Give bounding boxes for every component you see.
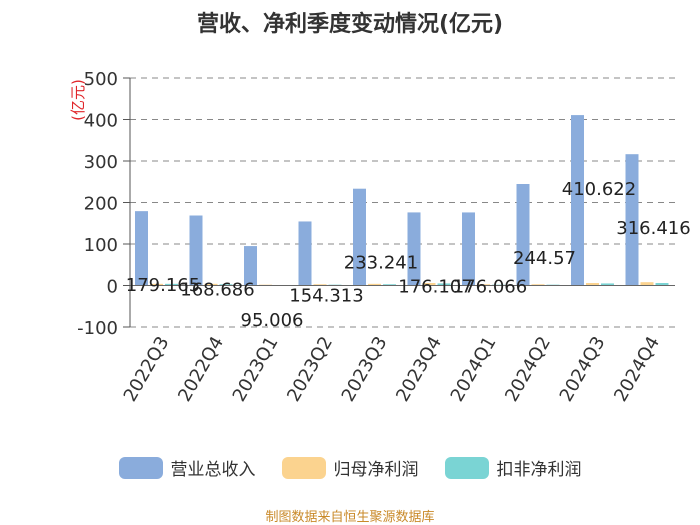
y-axis-label: (亿元) bbox=[69, 79, 87, 121]
y-tick-label: 200 bbox=[84, 194, 118, 215]
x-tick-label: 2022Q4 bbox=[174, 333, 228, 405]
bar[interactable] bbox=[313, 284, 327, 286]
data-label: 179.165 bbox=[126, 275, 200, 296]
legend-label-deducted-profit: 扣非净利润 bbox=[496, 460, 582, 480]
legend-item-deducted-profit[interactable]: 扣非净利润 bbox=[444, 455, 582, 480]
bar[interactable] bbox=[298, 221, 312, 286]
data-source-note: 制图数据来自恒生聚源数据库 bbox=[265, 510, 435, 525]
bar[interactable] bbox=[516, 184, 530, 286]
bar[interactable] bbox=[437, 283, 451, 286]
legend: 营业总收入 归母净利润 扣非净利润 bbox=[0, 455, 700, 480]
legend-label-net-profit: 归母净利润 bbox=[333, 460, 419, 480]
data-label: 168.686 bbox=[180, 279, 254, 300]
data-label: 316.416 bbox=[616, 218, 690, 239]
bar[interactable] bbox=[204, 283, 218, 286]
bar[interactable] bbox=[531, 284, 545, 286]
y-tick-label: 500 bbox=[84, 69, 118, 90]
x-tick-label: 2023Q3 bbox=[338, 333, 392, 405]
bar[interactable] bbox=[244, 246, 257, 286]
y-tick-label: 400 bbox=[84, 111, 118, 132]
bar[interactable] bbox=[219, 284, 233, 286]
bar[interactable] bbox=[625, 154, 639, 286]
x-tick-label: 2023Q2 bbox=[283, 333, 337, 405]
bar[interactable] bbox=[368, 283, 381, 286]
legend-swatch-net-profit bbox=[281, 456, 326, 479]
bars bbox=[135, 115, 669, 286]
y-tick-label: -100 bbox=[77, 318, 118, 339]
x-tick-label: 2024Q1 bbox=[447, 333, 501, 405]
bar[interactable] bbox=[383, 284, 396, 286]
x-tick-label: 2024Q4 bbox=[610, 333, 664, 405]
bar[interactable] bbox=[477, 284, 490, 286]
y-tick-label: 300 bbox=[84, 152, 118, 173]
bar[interactable] bbox=[189, 215, 203, 286]
x-tick-label: 2024Q2 bbox=[501, 333, 555, 405]
data-label: 154.313 bbox=[289, 285, 363, 306]
chart-title: 营收、净利季度变动情况(亿元) bbox=[196, 12, 504, 37]
x-tick-label: 2024Q3 bbox=[556, 333, 610, 405]
bar[interactable] bbox=[135, 211, 148, 286]
data-label: 233.241 bbox=[344, 253, 418, 274]
legend-item-revenue[interactable]: 营业总收入 bbox=[118, 455, 256, 480]
x-tick-label: 2022Q3 bbox=[120, 333, 174, 405]
bar[interactable] bbox=[353, 188, 366, 286]
bar[interactable] bbox=[601, 283, 614, 286]
data-label: 95.006 bbox=[241, 310, 304, 331]
bar[interactable] bbox=[571, 115, 584, 286]
bar[interactable] bbox=[150, 283, 163, 286]
legend-item-net-profit[interactable]: 归母净利润 bbox=[281, 455, 419, 480]
data-label: 410.622 bbox=[562, 179, 636, 200]
data-label: 244.57 bbox=[513, 248, 576, 269]
data-label: 176.107 bbox=[398, 276, 472, 297]
legend-swatch-revenue bbox=[118, 456, 163, 479]
bar[interactable] bbox=[462, 212, 475, 286]
bar[interactable] bbox=[655, 283, 669, 286]
x-tick-label: 2023Q4 bbox=[392, 333, 446, 405]
bar[interactable] bbox=[407, 212, 421, 286]
x-tick-label: 2023Q1 bbox=[229, 333, 283, 405]
bar[interactable] bbox=[422, 283, 436, 286]
legend-label-revenue: 营业总收入 bbox=[170, 460, 256, 480]
y-tick-label: 100 bbox=[84, 235, 118, 256]
legend-swatch-deducted-profit bbox=[444, 456, 489, 479]
bar[interactable] bbox=[586, 283, 599, 286]
data-label: 176.066 bbox=[453, 276, 527, 297]
bar[interactable] bbox=[640, 282, 654, 286]
bar[interactable] bbox=[165, 283, 178, 286]
y-tick-label: 0 bbox=[107, 277, 118, 298]
